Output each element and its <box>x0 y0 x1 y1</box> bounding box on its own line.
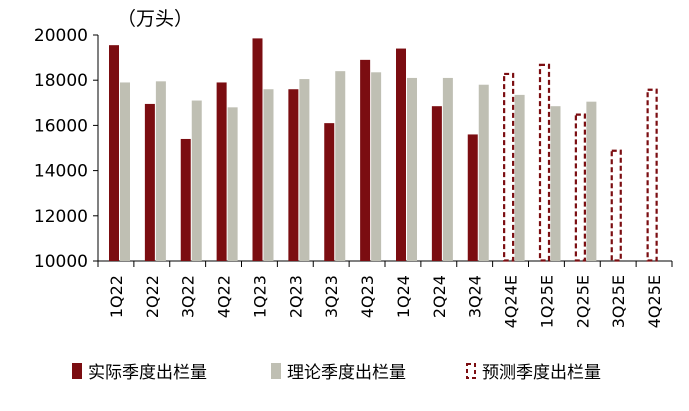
x-tick-label: 4Q24E <box>502 275 521 328</box>
y-tick-label: 14000 <box>34 162 88 182</box>
bar-actual <box>360 59 371 261</box>
bar-actual <box>431 106 442 261</box>
bar-theoretical <box>442 77 453 261</box>
x-tick-label: 1Q23 <box>250 275 269 318</box>
x-tick-label: 4Q23 <box>358 275 377 318</box>
x-tick-label: 2Q25E <box>573 275 592 328</box>
bar-theoretical <box>514 94 525 261</box>
x-tick-label: 2Q23 <box>286 275 305 318</box>
legend: 实际季度出栏量 理论季度出栏量 预测季度出栏量 <box>72 363 601 383</box>
bars <box>109 38 658 262</box>
legend-label: 理论季度出栏量 <box>287 363 406 383</box>
bar-actual <box>216 82 227 262</box>
x-tick-label: 4Q25E <box>645 275 664 328</box>
y-tick-label: 16000 <box>34 116 88 136</box>
bar-forecast <box>610 149 622 262</box>
x-tick-label: 1Q22 <box>107 275 126 318</box>
bar-theoretical <box>120 82 130 262</box>
x-tick-label: 4Q22 <box>215 275 234 318</box>
bar-forecast <box>538 63 551 262</box>
bar-actual <box>467 134 478 261</box>
bar-forecast <box>503 72 515 262</box>
bar-theoretical <box>478 84 489 261</box>
x-tick-label: 1Q24 <box>394 275 413 318</box>
bar-forecast <box>574 113 586 262</box>
bar-actual <box>396 48 406 262</box>
y-tick-label: 18000 <box>34 71 88 91</box>
y-tick-label: 12000 <box>34 207 88 227</box>
bar-theoretical <box>299 79 310 261</box>
bar-actual <box>109 45 119 261</box>
unit-label: （万头） <box>117 8 193 30</box>
legend-swatch <box>72 363 82 379</box>
x-tick-label: 1Q25E <box>537 275 556 328</box>
bar-forecast <box>646 88 658 262</box>
x-tick-label: 3Q25E <box>609 275 628 328</box>
x-tick-label: 3Q23 <box>322 275 341 318</box>
y-tick-label: 10000 <box>34 252 88 272</box>
x-axis-labels: 1Q22 2Q22 3Q22 4Q22 1Q23 2Q23 3Q23 4Q23 1Q24 2Q24… <box>107 275 664 328</box>
bar-theoretical <box>371 72 382 261</box>
x-tick-label: 2Q24 <box>430 275 449 318</box>
legend-label: 实际季度出栏量 <box>88 363 207 383</box>
legend-label: 预测季度出栏量 <box>482 363 601 383</box>
bar-theoretical <box>335 71 346 261</box>
bar-theoretical <box>191 100 202 261</box>
bar-theoretical <box>263 89 274 262</box>
bar-theoretical <box>227 107 238 261</box>
bar-theoretical <box>407 77 417 261</box>
bar-actual <box>252 38 263 261</box>
bar-actual <box>144 103 155 262</box>
y-tick-label: 20000 <box>34 26 88 46</box>
bar-theoretical <box>155 81 166 261</box>
legend-swatch <box>271 363 281 379</box>
bar-actual <box>324 123 335 261</box>
bar-theoretical <box>586 101 597 261</box>
bar-actual <box>180 138 191 261</box>
legend-swatch <box>466 363 476 379</box>
x-tick-label: 3Q22 <box>179 275 198 318</box>
x-tick-label: 3Q24 <box>466 275 485 318</box>
y-axis: 10000 12000 14000 16000 18000 20000 <box>34 26 673 272</box>
bar-theoretical <box>550 106 561 261</box>
x-tick-label: 2Q22 <box>143 275 162 318</box>
bar-actual <box>288 89 299 262</box>
